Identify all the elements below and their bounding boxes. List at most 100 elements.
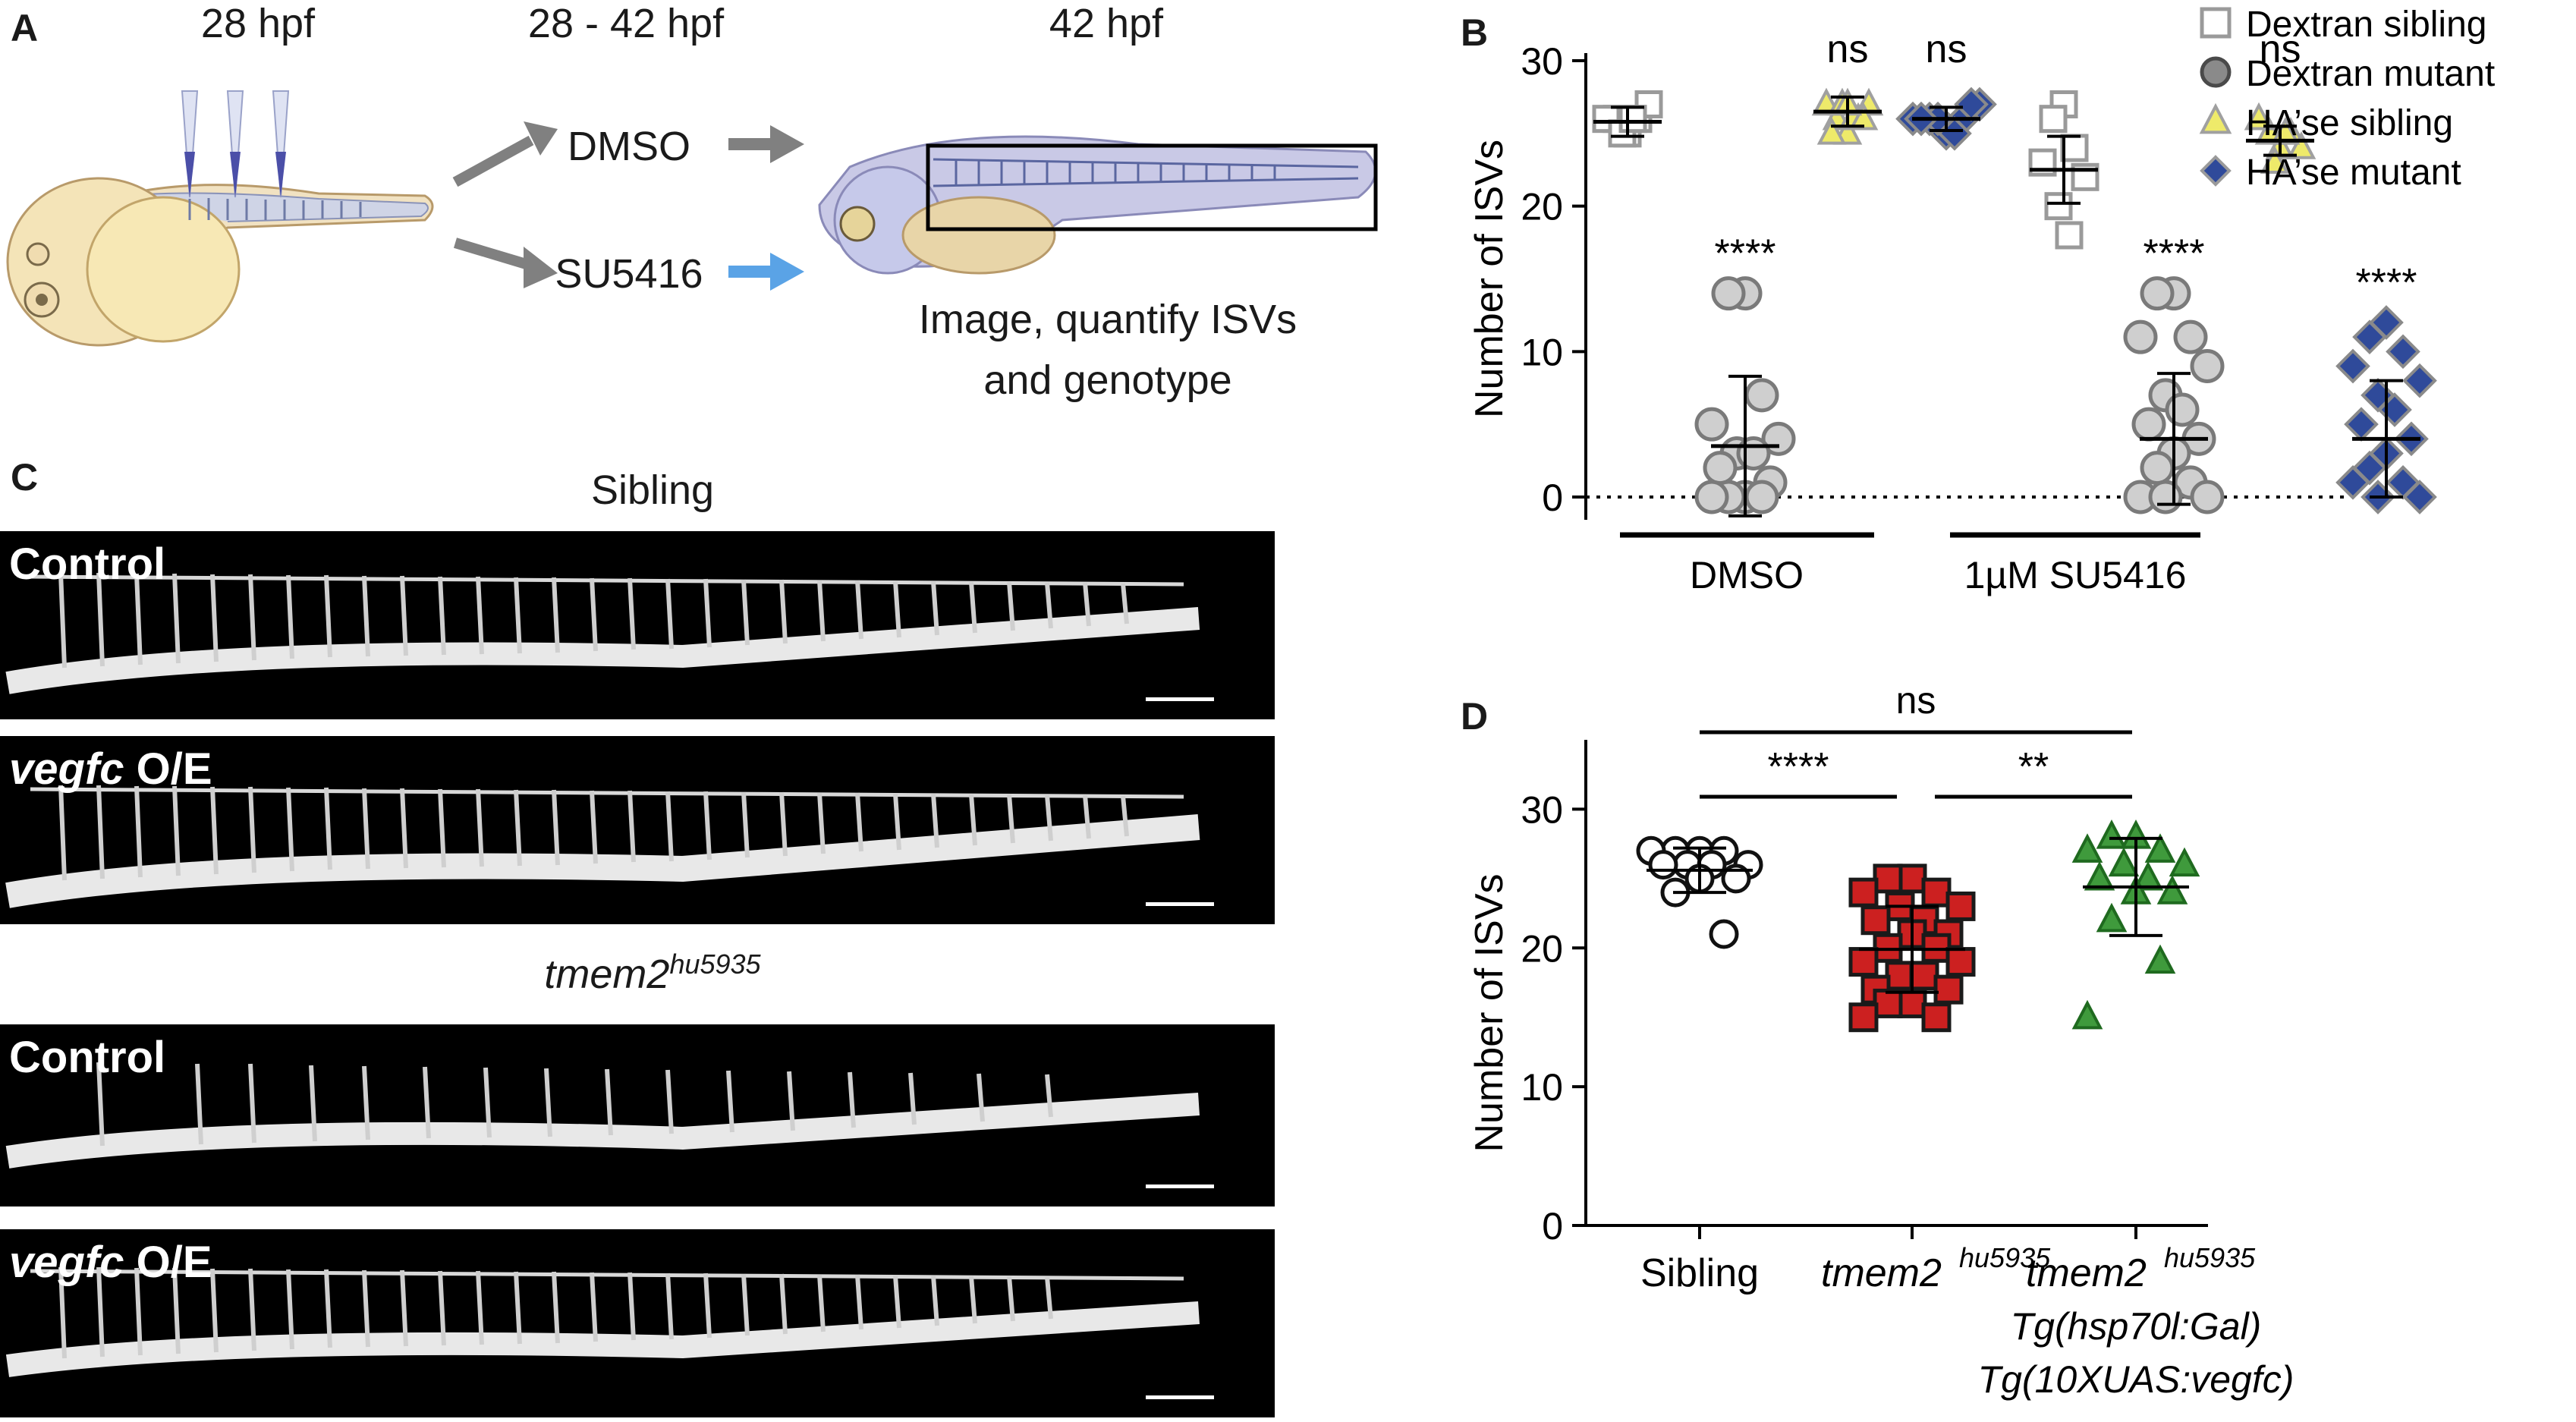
y-tick-label: 30 [1521,788,1563,831]
scale-bar [1146,1395,1214,1399]
significance-label: ns [1827,27,1869,71]
y-axis-label: Number of ISVs [1467,140,1511,418]
category-label-rescue: tmem2 [2026,1251,2147,1295]
legend-item: Dextran sibling [2200,5,2486,45]
data-point [1848,1002,1879,1033]
data-point [1694,407,1729,442]
category-sup-mutant: hu5935 [1959,1242,2051,1273]
micrograph-mutant-vegfc: vegfc O/E [0,1229,1275,1417]
data-point [1873,864,1903,894]
data-point [1703,451,1738,486]
y-tick-label: 0 [1542,477,1563,519]
stage-28hpf: 28 hpf [200,1,316,46]
data-point [2156,875,2188,904]
category-label-rescue-line2: Tg(hsp70l:Gal) [2011,1305,2262,1348]
data-point [1885,961,1915,991]
significance-label: ns [1926,27,1967,71]
data-point [1848,947,1879,977]
mutant-title: tmem2hu5935 [544,949,761,997]
category-label-sibling: Sibling [1640,1251,1759,1295]
legend-label: HA’se mutant [2246,153,2461,193]
legend-marker [2200,7,2232,39]
vessel-pattern [5,572,1200,694]
label-control-2: Control [9,1033,166,1082]
y-tick-label: 20 [1521,186,1563,228]
data-point [1618,105,1647,134]
scale-bar [1146,902,1214,906]
vessel-pattern [5,785,1200,908]
y-tick-label: 20 [1521,927,1563,970]
data-point [2386,334,2420,370]
scale-bar [1146,1184,1214,1188]
vessel-pattern [5,1062,1200,1169]
significance-label: **** [2356,261,2417,305]
y-tick-label: 0 [1542,1205,1563,1247]
data-point [2071,999,2103,1030]
data-point [2144,944,2176,974]
data-point [1897,988,1927,1018]
data-point [2123,319,2158,354]
legend-marker [2200,56,2232,88]
data-point [1848,877,1879,908]
data-point [2140,451,2175,486]
legend-label: Dextran mutant [2246,54,2495,94]
label-control-1: Control [9,540,166,589]
data-point [2060,134,2089,162]
y-axis-label: Number of ISVs [1467,873,1511,1152]
scale-bar [1146,697,1214,701]
sig-label-right: ** [2018,745,2049,789]
micrograph-sibling-vegfc: vegfc O/E [0,736,1275,924]
category-sup-rescue: hu5935 [2164,1242,2256,1273]
stage-28-42hpf: 28 - 42 hpf [527,1,725,46]
embryo-42hpf [818,135,1378,275]
data-point [2169,847,2200,877]
panel-a-schematic [6,90,1378,347]
label-vegfc-oe-1: vegfc O/E [9,744,212,794]
treatment-dmso: DMSO [568,124,690,169]
caption-line2: and genotype [983,357,1232,403]
data-point [2144,833,2176,863]
data-point [1921,877,1952,908]
data-point [1816,116,1847,145]
significance-label: **** [1715,232,1776,276]
data-point [1736,436,1771,470]
data-point [2096,902,2128,933]
data-point [1711,276,1746,311]
significance-label: ns [2260,27,2301,71]
data-point [1945,891,1976,921]
sig-label-left: **** [1768,745,1829,789]
data-point [2165,392,2200,427]
data-point [1909,961,1939,991]
sibling-title: Sibling [590,467,715,513]
data-point [2044,192,2073,221]
embryo-28hpf [6,90,434,347]
micrograph-mutant-control: Control [0,1024,1275,1206]
data-point [1694,480,1729,514]
data-point [2190,480,2225,514]
data-point [2173,319,2208,354]
panel-a-label: A [11,7,39,49]
legend-marker [2199,102,2232,134]
category-label-rescue-line3: Tg(10XUAS:vegfc) [1978,1358,2294,1401]
label-vegfc-oe-2: vegfc O/E [9,1238,212,1287]
data-point [2190,349,2225,383]
treatment-su5416: SU5416 [555,251,703,297]
panel-b-label: B [1461,11,1489,54]
data-point [2335,348,2370,384]
data-point [2039,105,2068,134]
sig-label-ns: ns [1896,679,1936,722]
data-point [2140,276,2175,311]
data-point [2096,820,2128,849]
data-point [1848,102,1879,131]
legend-label: HA’se sibling [2246,103,2453,143]
data-point [1744,480,1779,514]
data-point [2402,363,2437,398]
data-point [2148,480,2183,514]
y-tick-label: 30 [1521,40,1563,83]
category-label-mutant: tmem2 [1821,1251,1942,1295]
data-point [2131,407,2166,442]
data-point [1648,850,1678,880]
data-point [2286,131,2317,159]
panel-c-label: C [11,456,39,499]
